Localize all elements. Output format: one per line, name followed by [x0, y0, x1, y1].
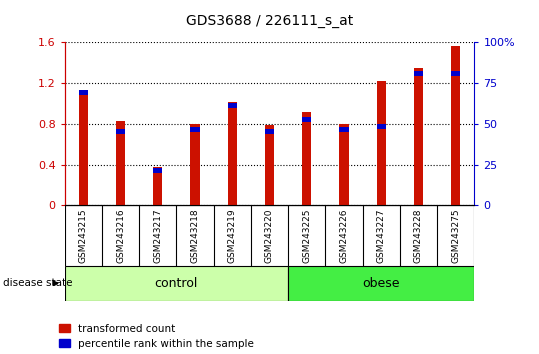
- Text: disease state: disease state: [3, 278, 72, 288]
- Bar: [377, 124, 386, 129]
- Bar: [153, 168, 162, 173]
- Text: GSM243228: GSM243228: [414, 208, 423, 263]
- Text: control: control: [155, 277, 198, 290]
- Text: GSM243226: GSM243226: [340, 208, 349, 263]
- Text: GSM243216: GSM243216: [116, 208, 125, 263]
- Bar: [302, 112, 312, 205]
- Text: GSM243227: GSM243227: [377, 208, 386, 263]
- Bar: [227, 102, 237, 205]
- Text: GDS3688 / 226111_s_at: GDS3688 / 226111_s_at: [186, 14, 353, 28]
- Legend: transformed count, percentile rank within the sample: transformed count, percentile rank withi…: [59, 324, 254, 349]
- Bar: [79, 90, 88, 96]
- Bar: [288, 266, 474, 301]
- Bar: [116, 121, 125, 205]
- Text: GSM243275: GSM243275: [451, 208, 460, 263]
- Bar: [79, 90, 88, 205]
- Bar: [340, 127, 349, 132]
- Bar: [377, 81, 386, 205]
- Bar: [265, 129, 274, 134]
- Bar: [227, 103, 237, 108]
- Text: GSM243217: GSM243217: [153, 208, 162, 263]
- Bar: [451, 71, 460, 76]
- Bar: [153, 167, 162, 205]
- Text: GSM243218: GSM243218: [190, 208, 199, 263]
- Text: GSM243219: GSM243219: [228, 208, 237, 263]
- Bar: [65, 266, 288, 301]
- Bar: [414, 71, 423, 76]
- Bar: [451, 46, 460, 205]
- Bar: [190, 127, 199, 132]
- Text: GSM243215: GSM243215: [79, 208, 88, 263]
- Bar: [302, 117, 312, 122]
- Bar: [414, 68, 423, 205]
- Bar: [116, 129, 125, 134]
- Bar: [190, 124, 199, 205]
- Text: GSM243225: GSM243225: [302, 208, 311, 263]
- Text: GSM243220: GSM243220: [265, 208, 274, 263]
- Bar: [265, 125, 274, 205]
- Bar: [340, 124, 349, 205]
- Text: obese: obese: [362, 277, 400, 290]
